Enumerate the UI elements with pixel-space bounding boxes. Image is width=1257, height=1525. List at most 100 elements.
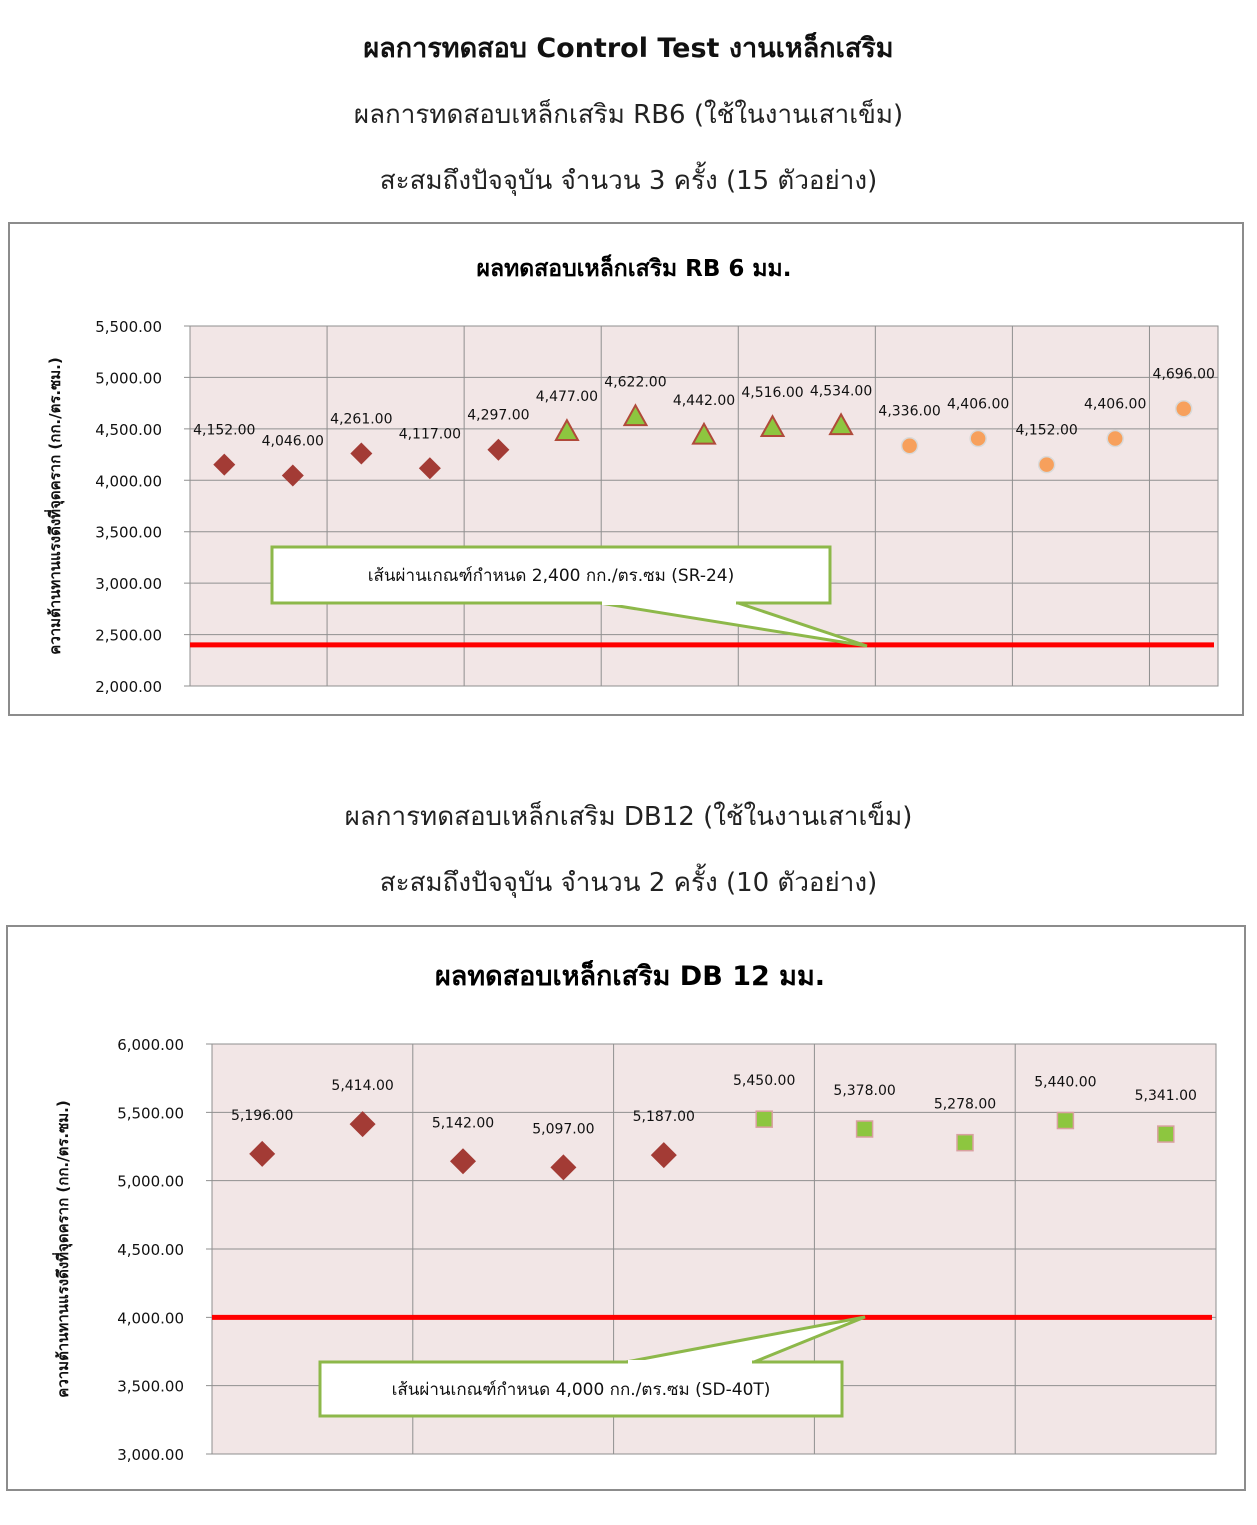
data-label: 4,622.00 (604, 374, 666, 390)
callout-text: เส้นผ่านเกณฑ์กำหนด 2,400 กก./ตร.ซม (SR-2… (368, 566, 735, 586)
data-point (350, 442, 373, 465)
square-marker (855, 1120, 874, 1138)
chart-db12: ผลทดสอบเหล็กเสริม DB 12 มม. 3,000.00 3,500… (6, 925, 1246, 1491)
section1-count: สะสมถึงปัจจุบัน จำนวน 3 ครั้ง (15 ตัวอย่… (379, 166, 878, 196)
data-point (249, 1140, 276, 1167)
circle-marker (1106, 429, 1124, 448)
data-label: 5,142.00 (432, 1115, 494, 1131)
diamond-marker (350, 442, 373, 465)
chart-title: ผลทดสอบเหล็กเสริม DB 12 มม. (435, 958, 825, 992)
data-point (691, 421, 717, 445)
y-tick-label: 2,000.00 (95, 678, 162, 696)
data-point (969, 429, 987, 448)
data-point (213, 453, 236, 476)
section1-subtitle: ผลการทดสอบเหล็กเสริม RB6 (ใช้ในงานเสาเข็… (353, 100, 904, 130)
data-label: 5,440.00 (1034, 1075, 1096, 1091)
y-tick-label: 3,500.00 (117, 1378, 184, 1396)
circle-marker (1037, 455, 1056, 474)
data-point (554, 418, 580, 442)
data-label: 4,406.00 (1084, 397, 1146, 413)
diamond-marker (418, 457, 441, 480)
data-label: 5,187.00 (633, 1109, 695, 1125)
data-point (1037, 455, 1056, 474)
section2-count: สะสมถึงปัจจุบัน จำนวน 2 ครั้ง (10 ตัวอย่… (379, 868, 878, 898)
data-label: 4,442.00 (673, 393, 735, 409)
data-label: 4,516.00 (741, 385, 803, 401)
diamond-marker (650, 1142, 677, 1169)
triangle-marker (828, 412, 854, 436)
y-axis-label: ความต้านทานแรงดึงที่จุดคราก (กก./ตร.ซม.) (52, 1100, 73, 1397)
chart-title: ผลทดสอบเหล็กเสริม RB 6 มม. (477, 253, 792, 282)
data-point (450, 1148, 476, 1175)
data-label: 4,477.00 (536, 389, 598, 405)
circle-marker (900, 436, 919, 455)
y-tick-label: 2,500.00 (95, 627, 162, 645)
circle-marker (969, 429, 987, 448)
data-point (349, 1111, 376, 1138)
diamond-marker (450, 1148, 476, 1175)
plot-area (189, 325, 1219, 687)
square-marker (956, 1133, 974, 1152)
callout-box (318, 1360, 844, 1418)
y-tick-label: 4,500.00 (95, 421, 162, 439)
data-label: 4,152.00 (193, 423, 255, 439)
data-label: 4,152.00 (1015, 423, 1077, 439)
section2-subtitle: ผลการทดสอบเหล็กเสริม DB12 (ใช้ในงานเสาเข… (344, 802, 913, 832)
callout-box (270, 545, 832, 605)
diamond-marker (487, 438, 510, 461)
y-tick-label: 6,000.00 (117, 1036, 184, 1054)
y-tick-label: 4,000.00 (117, 1309, 184, 1327)
y-tick-label: 5,500.00 (95, 318, 162, 336)
data-point (956, 1133, 974, 1152)
data-point (1157, 1125, 1175, 1143)
chart-db12-svg: ผลทดสอบเหล็กเสริม DB 12 มม. 3,000.00 3,500… (52, 958, 1217, 1464)
data-label: 5,097.00 (532, 1121, 594, 1137)
y-tick-label: 3,500.00 (95, 524, 162, 542)
square-marker (755, 1110, 773, 1128)
data-point (418, 457, 441, 480)
triangle-marker (622, 403, 649, 427)
data-label: 5,278.00 (934, 1097, 996, 1113)
triangle-marker (759, 414, 786, 438)
data-label: 4,534.00 (810, 383, 872, 399)
y-axis-label: ความต้านทานแรงดึงที่จุดคราก (กก./ตร.ซม.) (44, 357, 65, 654)
threshold-callout: เส้นผ่านเกณฑ์กำหนด 2,400 กก./ตร.ซม (SR-2… (270, 545, 868, 648)
y-tick-label: 5,500.00 (117, 1104, 184, 1122)
diamond-marker (349, 1111, 376, 1138)
y-tick-label: 5,000.00 (95, 369, 162, 387)
callout-text: เส้นผ่านเกณฑ์กำหนด 4,000 กก./ตร.ซม (SD-4… (392, 1380, 771, 1400)
data-label: 5,196.00 (231, 1108, 293, 1124)
data-label: 5,414.00 (331, 1078, 393, 1094)
data-point (755, 1110, 773, 1128)
data-point (487, 438, 510, 461)
y-tick-label: 4,500.00 (117, 1241, 184, 1259)
data-label: 4,117.00 (399, 426, 461, 442)
data-label: 4,261.00 (330, 411, 392, 427)
data-point (1174, 399, 1193, 418)
data-point (900, 436, 919, 455)
diamond-marker (550, 1154, 577, 1181)
page-title: ผลการทดสอบ Control Test งานเหล็กเสริม (363, 33, 894, 64)
data-point (1106, 429, 1124, 448)
data-label: 4,046.00 (262, 434, 324, 450)
y-tick-label: 3,000.00 (95, 575, 162, 593)
data-point (1056, 1111, 1075, 1130)
data-point (759, 414, 786, 438)
data-point (855, 1120, 874, 1138)
data-label: 4,297.00 (467, 408, 529, 424)
y-tick-label: 4,000.00 (95, 472, 162, 490)
y-tick-label: 5,000.00 (117, 1173, 184, 1191)
data-label: 5,378.00 (833, 1083, 895, 1099)
data-point (281, 464, 304, 487)
chart-rb6-svg: ผลทดสอบเหล็กเสริม RB 6 มม. 2,000.00 2,500.… (44, 253, 1219, 696)
square-marker (1157, 1125, 1175, 1143)
data-point (622, 403, 649, 427)
square-marker (1056, 1111, 1075, 1130)
diamond-marker (249, 1140, 276, 1167)
chart-rb6: ผลทดสอบเหล็กเสริม RB 6 มม. 2,000.00 2,500.… (8, 222, 1244, 716)
data-label: 4,336.00 (878, 404, 940, 420)
data-point (650, 1142, 677, 1169)
data-label: 4,696.00 (1153, 367, 1215, 383)
y-tick-label: 3,000.00 (117, 1446, 184, 1464)
data-label: 5,450.00 (733, 1073, 795, 1089)
